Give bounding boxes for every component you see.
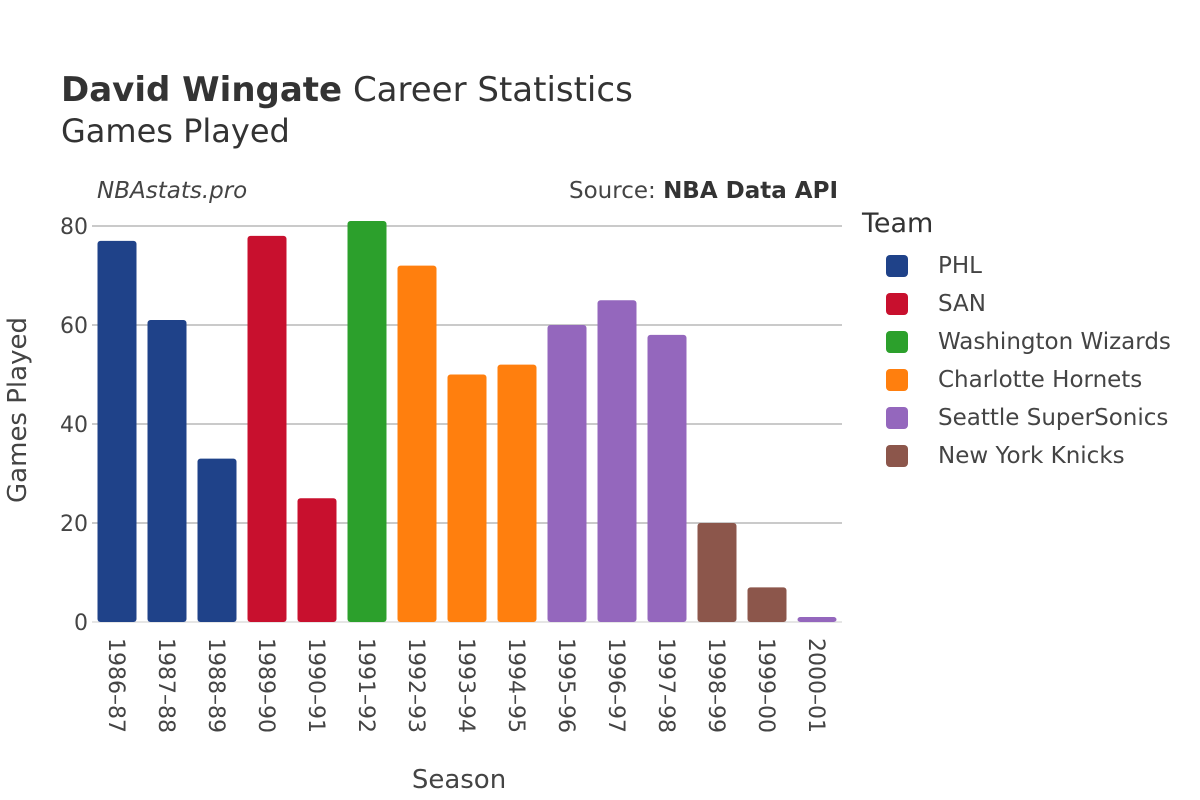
- x-axis-label: Season: [412, 765, 506, 795]
- legend-items: PHL SAN Washington Wizards Charlotte Hornet…: [862, 247, 1171, 475]
- legend-item: Seattle SuperSonics: [862, 399, 1171, 437]
- legend-label: New York Knicks: [938, 443, 1125, 469]
- bar: [97, 240, 137, 622]
- bar: [197, 458, 237, 622]
- x-tick-label: 1999–00: [753, 638, 778, 733]
- x-tick-label: 1988–89: [203, 638, 228, 733]
- bar: [247, 235, 287, 622]
- x-tick-label: 1987–88: [153, 638, 178, 733]
- legend-swatch: [886, 293, 908, 315]
- bar: [647, 334, 687, 622]
- legend-label: PHL: [938, 253, 982, 279]
- legend-swatch: [886, 369, 908, 391]
- legend-item: Charlotte Hornets: [862, 361, 1171, 399]
- x-tick-label: 1996–97: [603, 638, 628, 733]
- source-prefix: Source:: [569, 178, 656, 204]
- legend-item: Washington Wizards: [862, 323, 1171, 361]
- legend-swatch: [886, 331, 908, 353]
- bar: [297, 498, 337, 622]
- x-tick-label: 1989–90: [253, 638, 278, 733]
- legend-label: Charlotte Hornets: [938, 367, 1143, 393]
- bar: [547, 325, 587, 622]
- bar: [747, 587, 787, 622]
- legend-swatch: [886, 255, 908, 277]
- y-tick-label: 60: [60, 314, 88, 339]
- bar: [447, 374, 487, 622]
- legend-swatch: [886, 445, 908, 467]
- x-tick-label: 1992–93: [403, 638, 428, 733]
- bar: [497, 364, 537, 622]
- legend-label: Washington Wizards: [938, 329, 1171, 355]
- x-tick-label: 1997–98: [653, 638, 678, 733]
- bar: [697, 523, 737, 622]
- bar: [797, 617, 837, 622]
- y-tick-label: 20: [60, 512, 88, 537]
- x-tick-label: 1994–95: [503, 638, 528, 733]
- y-axis-label: Games Played: [3, 317, 33, 503]
- bar: [397, 265, 437, 622]
- legend-item: PHL: [862, 247, 1171, 285]
- x-tick-label: 1986–87: [103, 638, 128, 733]
- legend-item: SAN: [862, 285, 1171, 323]
- source-name: NBA Data API: [663, 178, 838, 204]
- x-tick-label: 1990–91: [303, 638, 328, 733]
- source-credit: Source: NBA Data API: [569, 178, 838, 204]
- chart-title: David Wingate Career Statistics: [61, 68, 633, 112]
- legend-item: New York Knicks: [862, 437, 1171, 475]
- player-name: David Wingate: [61, 70, 343, 110]
- x-tick-label: 2000–01: [803, 638, 828, 733]
- legend-swatch: [886, 407, 908, 429]
- x-tick-label: 1991–92: [353, 638, 378, 733]
- bar: [597, 300, 637, 622]
- chart-subtitle: Games Played: [61, 112, 290, 150]
- legend-title: Team: [862, 208, 934, 239]
- site-watermark: NBAstats.pro: [97, 178, 248, 204]
- x-tick-label: 1998–99: [703, 638, 728, 733]
- x-tick-label: 1995–96: [553, 638, 578, 733]
- x-tick-label: 1993–94: [453, 638, 478, 733]
- y-tick-label: 80: [60, 215, 88, 240]
- legend: Team PHL SAN Washington Wizards Charlotte H…: [862, 208, 1171, 475]
- bar: [147, 320, 187, 622]
- bar: [347, 221, 387, 623]
- y-tick-label: 40: [60, 413, 88, 438]
- legend-label: Seattle SuperSonics: [938, 405, 1169, 431]
- title-rest: Career Statistics: [352, 70, 633, 110]
- y-tick-label: 0: [74, 611, 88, 636]
- legend-label: SAN: [938, 291, 986, 317]
